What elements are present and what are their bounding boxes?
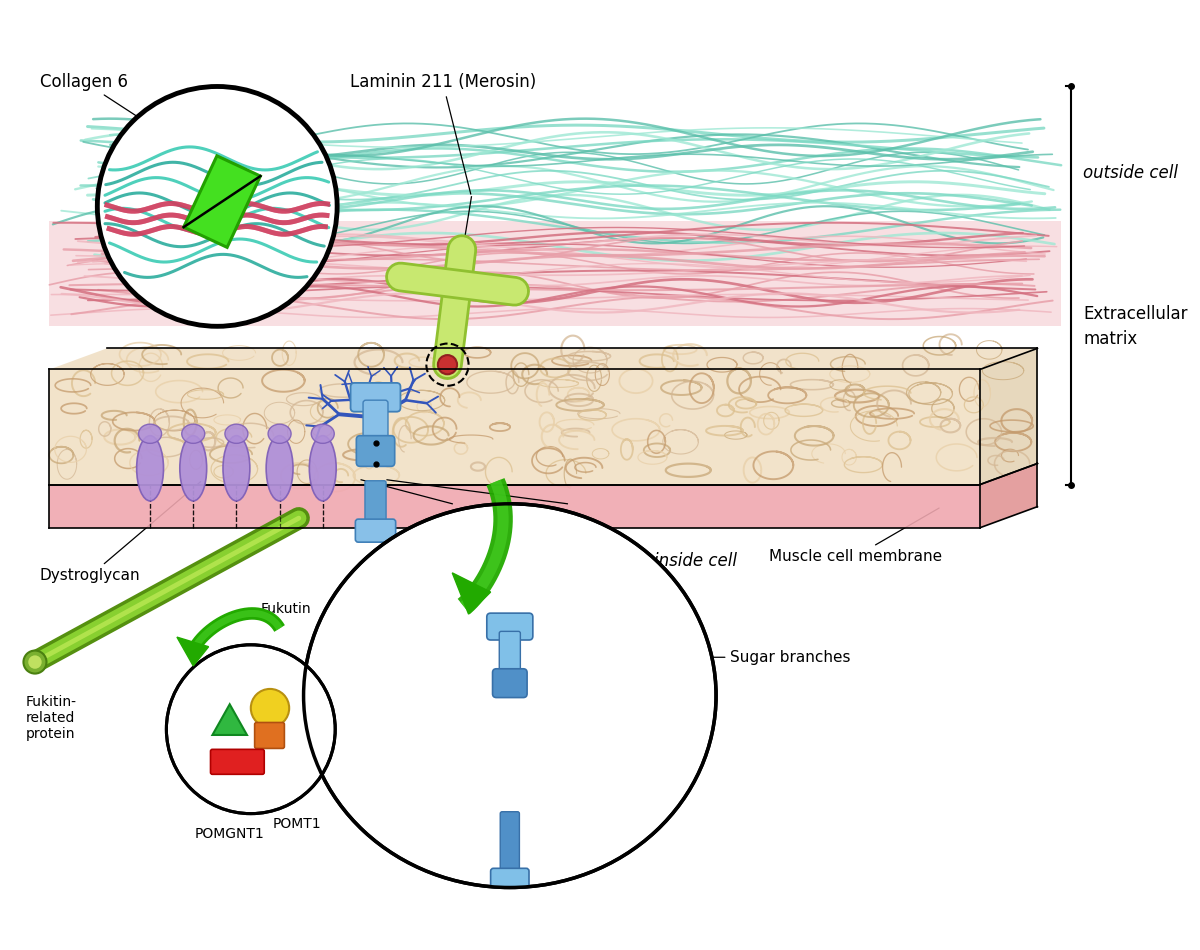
Ellipse shape: [224, 424, 248, 444]
Polygon shape: [49, 484, 980, 528]
Polygon shape: [49, 370, 980, 484]
Ellipse shape: [181, 424, 205, 444]
FancyBboxPatch shape: [500, 811, 520, 878]
Polygon shape: [176, 637, 209, 666]
Text: Fukutin: Fukutin: [260, 602, 311, 616]
Text: Fukitin-
related
protein: Fukitin- related protein: [25, 694, 77, 741]
Ellipse shape: [138, 424, 162, 444]
Polygon shape: [980, 349, 1038, 484]
Bar: [49, 220, 1062, 326]
FancyBboxPatch shape: [491, 868, 529, 887]
Text: Sugar branches: Sugar branches: [613, 650, 851, 665]
Text: Dystroglycan: Dystroglycan: [40, 482, 200, 583]
FancyBboxPatch shape: [350, 383, 401, 411]
FancyBboxPatch shape: [210, 750, 264, 774]
Ellipse shape: [268, 424, 292, 444]
Text: Collagen 6: Collagen 6: [40, 73, 148, 124]
Circle shape: [24, 651, 47, 674]
Circle shape: [167, 645, 335, 813]
Text: POMGNT1: POMGNT1: [194, 827, 264, 841]
FancyBboxPatch shape: [487, 613, 533, 640]
FancyBboxPatch shape: [364, 400, 388, 446]
Polygon shape: [452, 573, 491, 614]
FancyBboxPatch shape: [254, 723, 284, 749]
Ellipse shape: [311, 424, 335, 444]
Ellipse shape: [137, 436, 163, 501]
Polygon shape: [980, 464, 1038, 528]
FancyBboxPatch shape: [356, 436, 395, 466]
Ellipse shape: [223, 436, 250, 501]
Polygon shape: [49, 349, 1038, 370]
Polygon shape: [212, 704, 247, 735]
Text: outside cell: outside cell: [1084, 163, 1178, 181]
Text: Laminin 211 (Merosin): Laminin 211 (Merosin): [349, 73, 535, 194]
FancyBboxPatch shape: [499, 632, 521, 676]
Text: POMT1: POMT1: [272, 817, 322, 831]
Ellipse shape: [304, 504, 716, 887]
Polygon shape: [184, 156, 260, 247]
Ellipse shape: [266, 436, 293, 501]
Circle shape: [29, 656, 42, 669]
FancyBboxPatch shape: [365, 481, 386, 528]
Ellipse shape: [180, 436, 206, 501]
Circle shape: [251, 689, 289, 728]
Text: Extracellular
matrix: Extracellular matrix: [1084, 305, 1188, 348]
Ellipse shape: [310, 436, 336, 501]
Circle shape: [438, 355, 457, 374]
Text: inside cell: inside cell: [654, 552, 737, 570]
FancyBboxPatch shape: [355, 519, 396, 542]
Text: Muscle cell membrane: Muscle cell membrane: [769, 508, 942, 564]
Circle shape: [97, 86, 337, 326]
FancyBboxPatch shape: [492, 669, 527, 697]
